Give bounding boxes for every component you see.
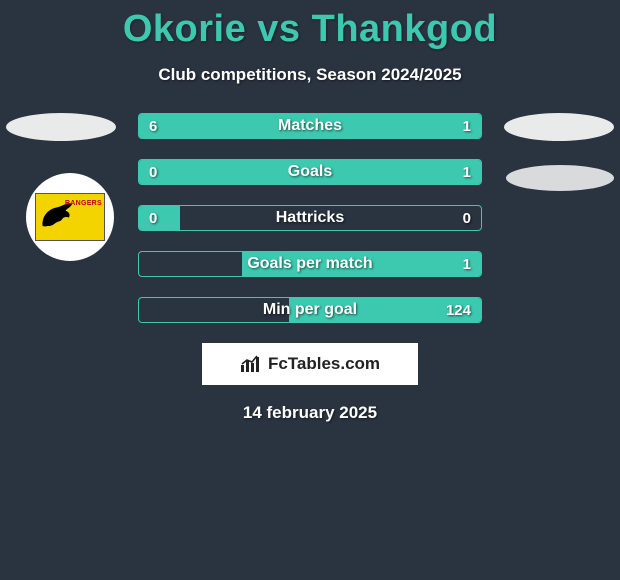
stat-row: Matches6 1 <box>138 113 482 139</box>
generated-date: 14 february 2025 <box>0 403 620 423</box>
stat-label: Matches <box>139 114 481 138</box>
player-right-placeholder-2 <box>506 165 614 191</box>
stat-bars: Matches61Goals01Hattricks00Goals per mat… <box>138 113 482 323</box>
stat-label: Goals <box>139 160 481 184</box>
stat-row: Goals0 1 <box>138 159 482 185</box>
stat-row: Goals per match1 <box>138 251 482 277</box>
page-subtitle: Club competitions, Season 2024/2025 <box>0 65 620 85</box>
stat-value-right: 124 <box>446 298 471 322</box>
club-badge-text: RANGERS <box>65 200 102 207</box>
stat-row: Min per goal124 <box>138 297 482 323</box>
stat-value-right: 0 <box>463 206 471 230</box>
stat-label: Min per goal <box>139 298 481 322</box>
stat-label: Goals per match <box>139 252 481 276</box>
stat-value-right: 1 <box>463 114 471 138</box>
stat-value-left: 0 <box>149 160 157 184</box>
stat-value-right: 1 <box>463 252 471 276</box>
club-badge-inner: RANGERS <box>35 193 105 241</box>
stat-row: Hattricks0 0 <box>138 205 482 231</box>
stat-value-left: 0 <box>149 206 157 230</box>
brand-badge: FcTables.com <box>202 343 418 385</box>
stat-label: Hattricks <box>139 206 481 230</box>
player-right-placeholder <box>504 113 614 141</box>
club-badge-left: RANGERS <box>26 173 114 261</box>
stat-value-left: 6 <box>149 114 157 138</box>
comparison-panel: RANGERS Matches61Goals01Hattricks00Goals… <box>0 113 620 423</box>
stat-value-right: 1 <box>463 160 471 184</box>
chart-icon <box>240 355 262 373</box>
page-title: Okorie vs Thankgod <box>0 0 620 51</box>
brand-text: FcTables.com <box>268 354 380 374</box>
player-left-placeholder <box>6 113 116 141</box>
